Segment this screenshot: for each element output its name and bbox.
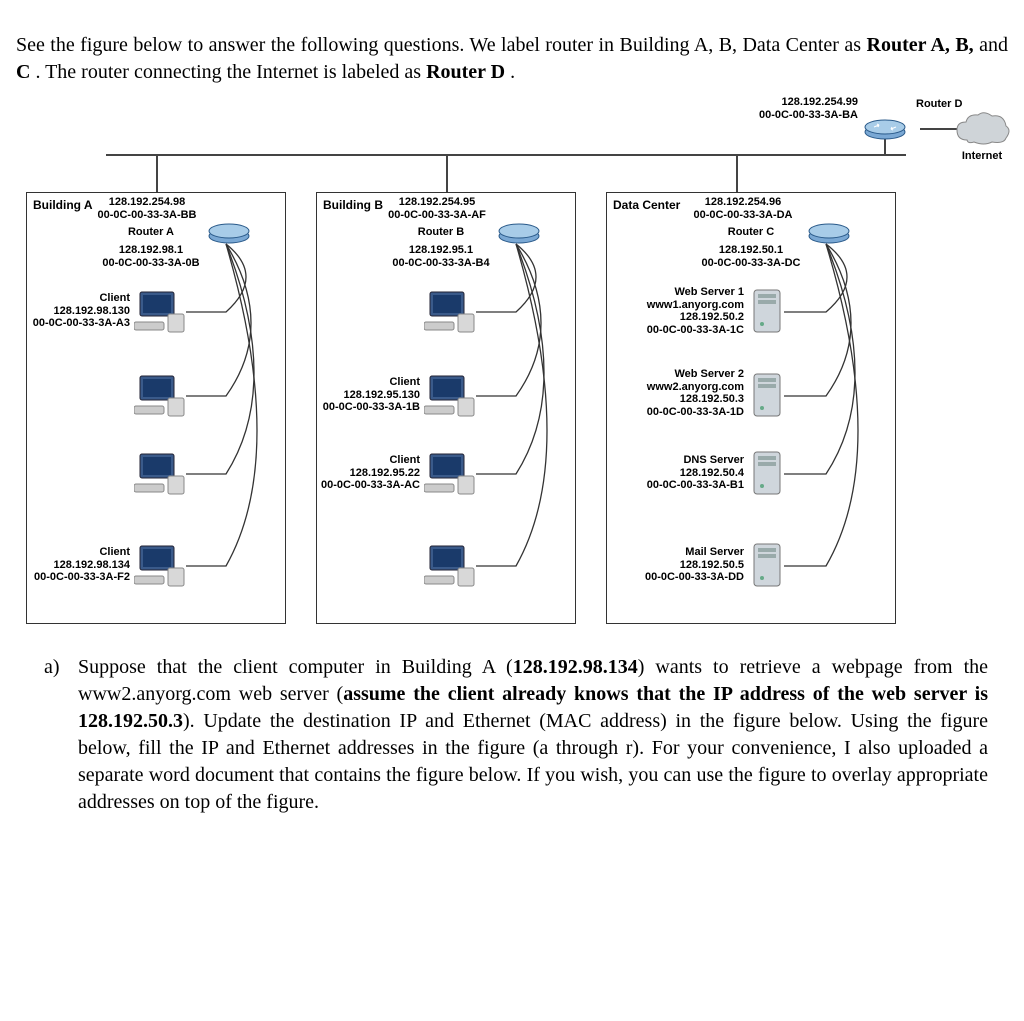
pc-icon: [134, 542, 188, 588]
client-a4-label: Client 128.192.98.134 00-0C-00-33-3A-F2: [30, 546, 130, 584]
server-icon: [752, 542, 782, 588]
ws2-label: Web Server 2 www2.anyorg.com 128.192.50.…: [624, 368, 744, 419]
pc-icon: [424, 288, 478, 334]
pc-icon: [134, 288, 188, 334]
drop-line: [446, 154, 448, 194]
server-icon: [752, 372, 782, 418]
intro-text: .: [510, 61, 515, 83]
intro-text: and: [979, 34, 1008, 56]
data-center-title: Data Center: [613, 197, 680, 213]
ws1-label: Web Server 1 www1.anyorg.com 128.192.50.…: [624, 286, 744, 337]
router-d-label: 128.192.254.99 00-0C-00-33-3A-BA: [759, 96, 858, 121]
client-a1-label: Client 128.192.98.130 00-0C-00-33-3A-A3: [30, 292, 130, 330]
router-d-icon: [864, 118, 906, 140]
pc-icon: [424, 542, 478, 588]
intro-bold-3: Router D: [426, 61, 505, 83]
network-diagram: 128.192.254.99 00-0C-00-33-3A-BA Router …: [16, 96, 1008, 636]
pc-icon: [134, 372, 188, 418]
intro-text: . The router connecting the Internet is …: [35, 61, 426, 83]
building-b-title: Building B: [323, 197, 383, 213]
question-marker: a): [44, 654, 78, 816]
server-icon: [752, 288, 782, 334]
intro-paragraph: See the figure below to answer the follo…: [16, 32, 1008, 86]
client-b2-label: Client 128.192.95.22 00-0C-00-33-3A-AC: [320, 454, 420, 492]
router-d-name: Router D: [916, 98, 962, 111]
backbone-line: [106, 154, 906, 156]
pc-icon: [424, 372, 478, 418]
question-a: a) Suppose that the client computer in B…: [16, 654, 1008, 816]
drop-line: [736, 154, 738, 194]
intro-bold-1: Router A, B,: [867, 34, 974, 56]
router-b-wan: 128.192.254.9500-0C-00-33-3A-AF: [378, 196, 496, 221]
drop-line: [156, 154, 158, 194]
building-a-title: Building A: [33, 197, 93, 213]
pc-icon: [134, 450, 188, 496]
intro-bold-2: C: [16, 61, 30, 83]
dns-label: DNS Server 128.192.50.4 00-0C-00-33-3A-B…: [624, 454, 744, 492]
intro-text: See the figure below to answer the follo…: [16, 34, 867, 56]
router-a-wan: 128.192.254.9800-0C-00-33-3A-BB: [88, 196, 206, 221]
question-body: Suppose that the client computer in Buil…: [78, 654, 988, 816]
router-c-wan: 128.192.254.9600-0C-00-33-3A-DA: [684, 196, 802, 221]
mail-label: Mail Server 128.192.50.5 00-0C-00-33-3A-…: [624, 546, 744, 584]
internet-cloud-icon: [952, 110, 1012, 148]
pc-icon: [424, 450, 478, 496]
internet-label: Internet: [954, 150, 1010, 163]
server-icon: [752, 450, 782, 496]
client-b1-label: Client 128.192.95.130 00-0C-00-33-3A-1B: [320, 376, 420, 414]
